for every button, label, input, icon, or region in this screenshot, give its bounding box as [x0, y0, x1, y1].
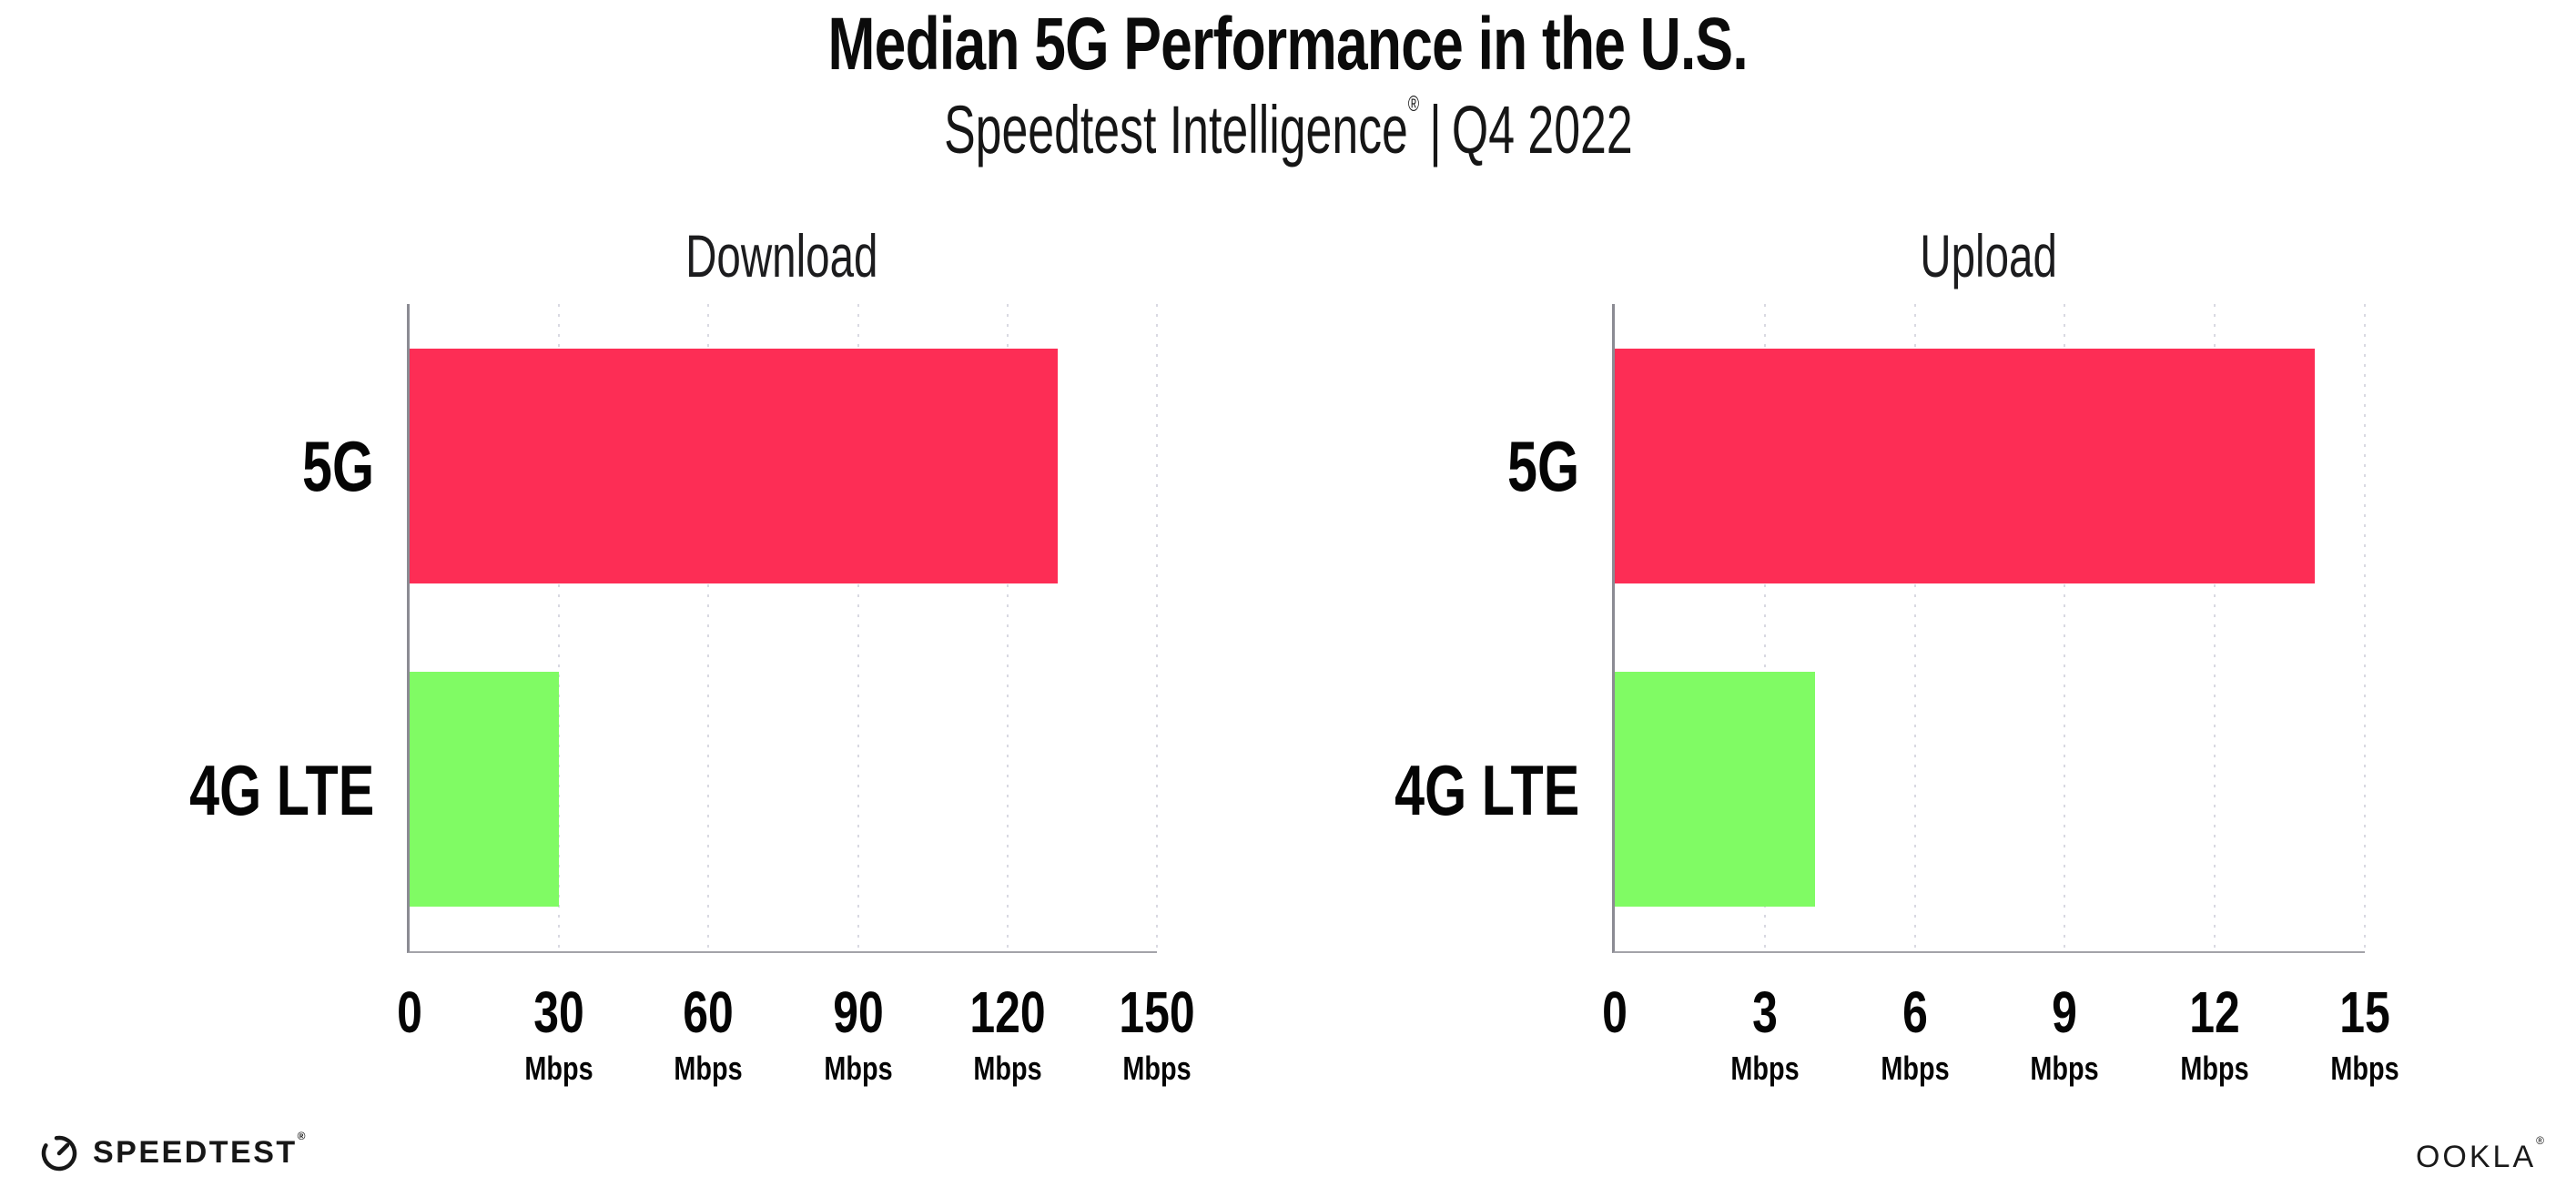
- x-tick-value: 6: [1902, 979, 1928, 1045]
- gridline-9: [2064, 304, 2066, 951]
- gridline-150: [1156, 304, 1158, 951]
- x-tick-value: 15: [2339, 979, 2390, 1045]
- bar-4g-lte-download: [410, 672, 560, 908]
- category-label-4g-lte: 4G LTE: [1394, 750, 1579, 831]
- category-row: 4G LTE: [109, 629, 407, 954]
- x-tick-value: 120: [969, 979, 1046, 1045]
- x-tick-value: 12: [2189, 979, 2240, 1045]
- x-tick-unit: Mbps: [524, 1050, 593, 1087]
- upload-chart-body: 5G 4G LTE: [1314, 304, 2366, 953]
- bar-row: [1615, 628, 2365, 952]
- x-tick-15: 15 Mbps: [2322, 983, 2408, 1085]
- category-row: 4G LTE: [1314, 629, 1612, 954]
- x-tick-unit: Mbps: [2180, 1050, 2249, 1087]
- x-tick-unit: Mbps: [1122, 1050, 1192, 1087]
- x-tick-value: 9: [2052, 979, 2078, 1045]
- bar-5g-download: [410, 348, 1058, 583]
- x-axis-labels: 0 30 Mbps 60 Mbps 90 Mbps 120 Mbps 150 Mbps: [397, 953, 1195, 1099]
- page-subtitle: Speedtest Intelligence® | Q4 2022: [0, 91, 2576, 168]
- gridline-90: [857, 304, 859, 951]
- x-tick-value: 90: [832, 979, 884, 1045]
- x-tick-value: 150: [1119, 979, 1195, 1045]
- x-tick-60: 60 Mbps: [665, 983, 751, 1085]
- bar-4g-lte-upload: [1615, 672, 1815, 908]
- category-axis: 5G 4G LTE: [109, 304, 407, 953]
- x-tick-value: 3: [1751, 979, 1778, 1045]
- ookla-logo: OOKLA®: [2415, 1134, 2547, 1175]
- x-tick-value: 30: [533, 979, 584, 1045]
- x-tick-150: 150 Mbps: [1109, 983, 1206, 1085]
- x-tick-value: 60: [683, 979, 735, 1045]
- chart-title: Download: [685, 222, 878, 289]
- category-axis: 5G 4G LTE: [1314, 304, 1612, 953]
- upload-chart: Upload 5G 4G LTE 0 3 Mbps 6 Mbps 9 Mbps 12 Mbps 15…: [1314, 208, 2399, 1099]
- speedtest-gauge-icon: [41, 1135, 77, 1172]
- gridline-3: [1763, 304, 1766, 951]
- gridline-60: [707, 304, 710, 951]
- x-tick-30: 30 Mbps: [516, 983, 602, 1085]
- x-tick-90: 90 Mbps: [816, 983, 901, 1085]
- subtitle-separator: |: [1428, 92, 1442, 167]
- plot-area: [1612, 304, 2366, 953]
- x-tick-0: 0: [393, 983, 426, 1041]
- x-axis-labels: 0 3 Mbps 6 Mbps 9 Mbps 12 Mbps 15 Mbps: [1602, 953, 2399, 1099]
- speedtest-registered-mark: ®: [297, 1129, 309, 1142]
- x-tick-0: 0: [1598, 983, 1631, 1041]
- category-label-5g: 5G: [301, 425, 374, 506]
- x-tick-unit: Mbps: [2330, 1050, 2399, 1087]
- x-tick-120: 120 Mbps: [958, 983, 1056, 1085]
- x-tick-unit: Mbps: [973, 1050, 1042, 1087]
- x-tick-unit: Mbps: [1730, 1050, 1800, 1087]
- x-tick-value: 0: [397, 979, 422, 1045]
- registered-mark: ®: [1407, 93, 1419, 117]
- x-tick-unit: Mbps: [1880, 1050, 1950, 1087]
- x-tick-unit: Mbps: [823, 1050, 893, 1087]
- x-tick-3: 3 Mbps: [1722, 983, 1808, 1085]
- x-tick-12: 12 Mbps: [2172, 983, 2257, 1085]
- download-chart: Download 5G 4G LTE 0 30 Mbps 60 Mbps 90 Mbps 120…: [109, 208, 1195, 1099]
- x-tick-9: 9 Mbps: [2022, 983, 2107, 1085]
- x-tick-6: 6 Mbps: [1872, 983, 1958, 1085]
- bar-row: [410, 628, 1157, 952]
- ookla-wordmark: OOKLA: [2415, 1140, 2537, 1174]
- page-subtitle-text: Speedtest Intelligence® | Q4 2022: [944, 91, 1633, 168]
- subtitle-brand: Speedtest Intelligence: [943, 92, 1408, 167]
- upload-chart-title-row: Upload: [1314, 208, 2365, 304]
- x-tick-value: 0: [1602, 979, 1628, 1045]
- page-title: Median 5G Performance in the U.S.: [0, 2, 2576, 87]
- ookla-registered-mark: ®: [2536, 1134, 2547, 1147]
- speedtest-wordmark: SPEEDTEST: [93, 1134, 298, 1170]
- download-chart-title-row: Download: [109, 208, 1157, 304]
- bar-row: [1615, 304, 2365, 628]
- gridline-120: [1006, 304, 1009, 951]
- page-title-text: Median 5G Performance in the U.S.: [827, 3, 1749, 86]
- subtitle-period: Q4 2022: [1451, 92, 1633, 167]
- speedtest-logo: SPEEDTEST®: [38, 1130, 308, 1173]
- gridline-12: [2214, 304, 2216, 951]
- category-label-4g-lte: 4G LTE: [188, 750, 374, 831]
- gridline-6: [1913, 304, 1916, 951]
- category-row: 5G: [1314, 304, 1612, 629]
- bar-5g-upload: [1615, 348, 2316, 583]
- plot-area: [407, 304, 1158, 953]
- x-tick-unit: Mbps: [2030, 1050, 2099, 1087]
- speedtest-logo-text: SPEEDTEST®: [93, 1130, 308, 1171]
- gridline-15: [2364, 304, 2366, 951]
- category-label-5g: 5G: [1506, 425, 1579, 506]
- chart-title: Upload: [1920, 222, 2057, 289]
- bar-row: [410, 304, 1157, 628]
- download-chart-body: 5G 4G LTE: [109, 304, 1158, 953]
- gridline-30: [558, 304, 561, 951]
- category-row: 5G: [109, 304, 407, 629]
- x-tick-unit: Mbps: [674, 1050, 743, 1087]
